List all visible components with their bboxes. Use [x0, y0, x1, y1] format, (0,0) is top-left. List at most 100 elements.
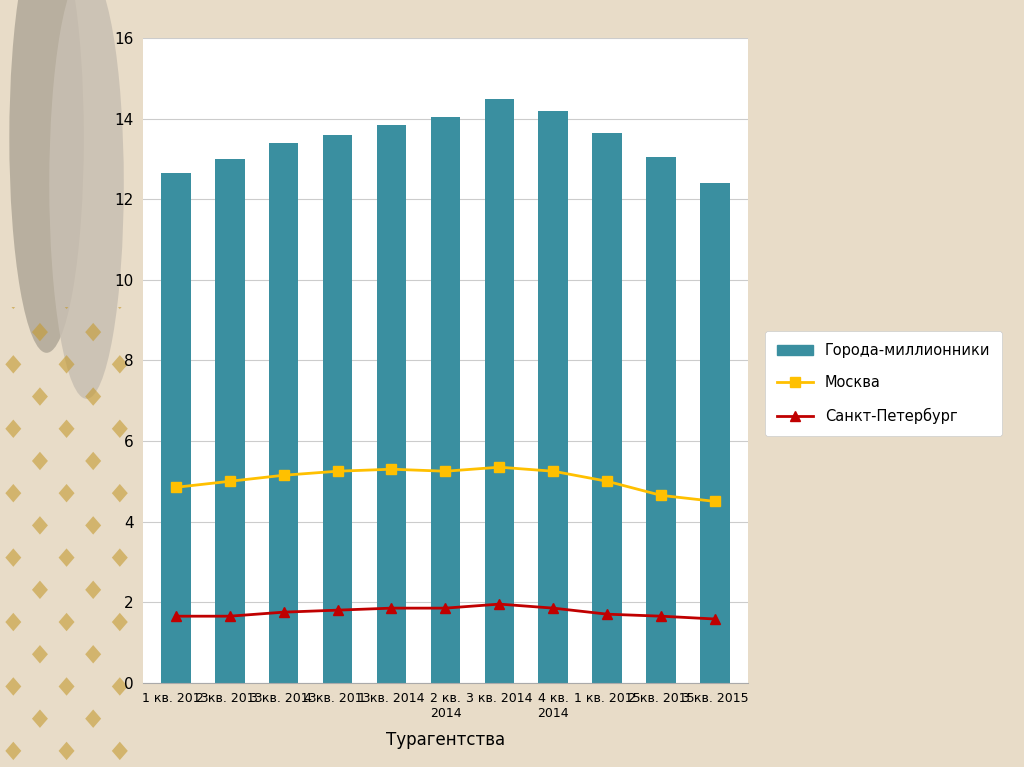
Polygon shape	[85, 452, 101, 470]
Polygon shape	[58, 742, 75, 760]
Polygon shape	[191, 323, 208, 341]
Polygon shape	[112, 484, 128, 502]
Polygon shape	[5, 420, 22, 438]
Polygon shape	[58, 613, 75, 631]
Polygon shape	[138, 130, 155, 148]
Polygon shape	[58, 677, 75, 696]
Polygon shape	[218, 162, 234, 180]
Polygon shape	[245, 581, 261, 599]
Polygon shape	[5, 97, 22, 116]
Polygon shape	[58, 420, 75, 438]
Polygon shape	[165, 33, 181, 51]
Polygon shape	[138, 709, 155, 728]
Polygon shape	[165, 355, 181, 374]
Polygon shape	[112, 97, 128, 116]
Polygon shape	[245, 1, 261, 19]
Polygon shape	[5, 677, 22, 696]
Polygon shape	[32, 323, 48, 341]
Polygon shape	[245, 323, 261, 341]
Polygon shape	[245, 258, 261, 277]
Polygon shape	[191, 194, 208, 212]
Polygon shape	[58, 355, 75, 374]
Polygon shape	[112, 613, 128, 631]
Polygon shape	[138, 645, 155, 663]
Polygon shape	[85, 1, 101, 19]
Polygon shape	[245, 516, 261, 535]
Polygon shape	[165, 226, 181, 245]
Polygon shape	[245, 130, 261, 148]
Polygon shape	[112, 162, 128, 180]
Polygon shape	[165, 162, 181, 180]
Polygon shape	[112, 226, 128, 245]
Circle shape	[49, 0, 124, 399]
Polygon shape	[165, 742, 181, 760]
Polygon shape	[191, 516, 208, 535]
Bar	[484, 99, 514, 683]
Polygon shape	[165, 97, 181, 116]
Polygon shape	[112, 420, 128, 438]
Polygon shape	[218, 742, 234, 760]
Polygon shape	[191, 258, 208, 277]
Polygon shape	[85, 581, 101, 599]
Polygon shape	[32, 258, 48, 277]
Polygon shape	[85, 387, 101, 406]
Polygon shape	[85, 323, 101, 341]
Bar	[646, 157, 676, 683]
Polygon shape	[138, 516, 155, 535]
Bar	[377, 125, 407, 683]
Polygon shape	[191, 1, 208, 19]
Bar	[593, 133, 623, 683]
Polygon shape	[112, 355, 128, 374]
Polygon shape	[58, 226, 75, 245]
Polygon shape	[58, 484, 75, 502]
Polygon shape	[5, 548, 22, 567]
Polygon shape	[58, 33, 75, 51]
Polygon shape	[245, 452, 261, 470]
Polygon shape	[112, 548, 128, 567]
Polygon shape	[245, 194, 261, 212]
Polygon shape	[32, 645, 48, 663]
Polygon shape	[112, 677, 128, 696]
Polygon shape	[218, 420, 234, 438]
Polygon shape	[165, 420, 181, 438]
Polygon shape	[5, 355, 22, 374]
Polygon shape	[85, 709, 101, 728]
Polygon shape	[165, 677, 181, 696]
Polygon shape	[32, 130, 48, 148]
Polygon shape	[138, 581, 155, 599]
Polygon shape	[112, 742, 128, 760]
Polygon shape	[5, 613, 22, 631]
Bar	[431, 117, 460, 683]
Polygon shape	[5, 226, 22, 245]
Polygon shape	[85, 645, 101, 663]
Bar	[539, 111, 568, 683]
Legend: Города-миллионники, Москва, Санкт-Петербург: Города-миллионники, Москва, Санкт-Петерб…	[765, 331, 1002, 436]
Polygon shape	[218, 613, 234, 631]
Polygon shape	[191, 65, 208, 84]
Polygon shape	[191, 130, 208, 148]
Polygon shape	[245, 709, 261, 728]
Polygon shape	[85, 130, 101, 148]
Polygon shape	[85, 65, 101, 84]
Polygon shape	[58, 97, 75, 116]
Polygon shape	[85, 194, 101, 212]
Bar	[268, 143, 298, 683]
Polygon shape	[5, 484, 22, 502]
Polygon shape	[32, 387, 48, 406]
Polygon shape	[218, 33, 234, 51]
Polygon shape	[58, 162, 75, 180]
Polygon shape	[165, 613, 181, 631]
Polygon shape	[32, 1, 48, 19]
Polygon shape	[165, 291, 181, 309]
Bar	[323, 135, 352, 683]
Polygon shape	[245, 387, 261, 406]
Polygon shape	[245, 65, 261, 84]
Polygon shape	[165, 548, 181, 567]
Polygon shape	[58, 548, 75, 567]
Polygon shape	[191, 581, 208, 599]
Polygon shape	[191, 387, 208, 406]
Polygon shape	[138, 65, 155, 84]
Polygon shape	[32, 709, 48, 728]
Polygon shape	[191, 709, 208, 728]
Polygon shape	[138, 452, 155, 470]
